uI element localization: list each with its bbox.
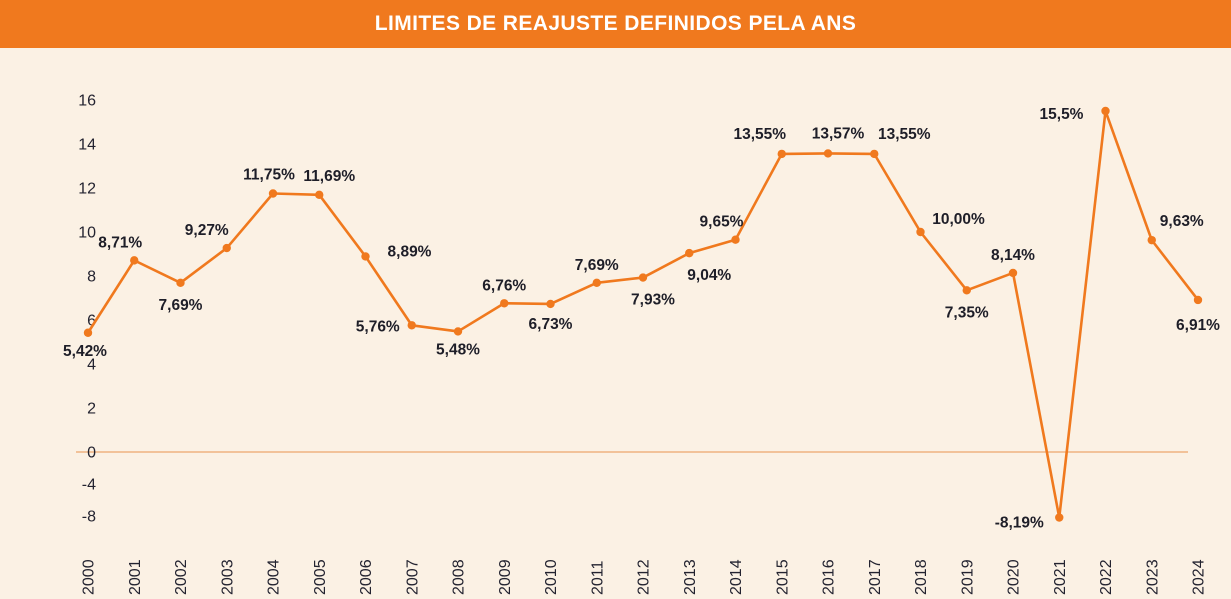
x-axis-tick-label: 2008 <box>451 559 468 595</box>
data-point <box>453 327 463 336</box>
data-label: 11,75% <box>243 167 295 184</box>
x-axis-tick-label: 2010 <box>543 559 560 595</box>
ans-reajuste-line-chart: 16 14 12 10 8 6 4 2 0 -4 -8 5,42% 2000 8,71% 2001 7,69%… <box>63 93 1220 596</box>
data-point <box>823 149 833 158</box>
data-label: 13,57% <box>812 125 865 142</box>
data-point <box>1101 106 1110 116</box>
x-axis-tick-label: 2002 <box>173 559 190 595</box>
data-label: -8,19% <box>995 515 1044 532</box>
data-point <box>777 149 786 159</box>
x-axis-tick-label: 2013 <box>682 559 699 595</box>
data-point <box>500 299 509 308</box>
data-label: 13,55% <box>878 126 931 143</box>
y-axis-tick-label: 4 <box>87 357 96 374</box>
data-label: 15,5% <box>1040 106 1084 123</box>
data-point <box>315 190 324 200</box>
x-axis-tick-label: 2001 <box>127 559 144 595</box>
data-point <box>176 278 185 288</box>
data-point <box>83 328 93 337</box>
data-label: 6,73% <box>529 316 573 333</box>
data-point <box>870 149 879 159</box>
data-point <box>222 243 231 253</box>
x-axis-tick-label: 2009 <box>497 559 514 595</box>
data-label: 7,69% <box>575 257 619 274</box>
x-axis-tick-label: 2017 <box>867 559 884 595</box>
data-point <box>1055 513 1064 522</box>
y-axis-tick-label: 0 <box>87 445 96 462</box>
x-axis-tick-label: 2015 <box>774 559 791 595</box>
x-axis-tick-label: 2018 <box>913 559 930 595</box>
x-axis-tick-label: 2014 <box>728 559 745 595</box>
data-label: 9,27% <box>185 222 229 239</box>
data-point <box>130 256 139 265</box>
data-label: 7,69% <box>159 297 203 314</box>
y-axis-tick-label: 2 <box>87 401 96 418</box>
x-axis-tick-label: 2000 <box>81 559 98 595</box>
x-axis-tick-label: 2004 <box>266 559 283 595</box>
y-axis-tick-label: 10 <box>78 225 96 242</box>
data-label: 11,69% <box>303 168 355 185</box>
data-point <box>546 299 555 309</box>
data-label: 9,04% <box>687 267 731 284</box>
chart-title: LIMITES DE REAJUSTE DEFINIDOS PELA ANS <box>374 12 857 35</box>
data-point <box>1147 235 1156 245</box>
data-point <box>361 252 370 261</box>
data-point <box>685 248 694 258</box>
data-label: 5,48% <box>436 341 480 358</box>
y-axis-tick-label: 6 <box>87 313 96 330</box>
data-point <box>407 321 416 330</box>
x-axis-tick-label: 2012 <box>636 559 653 595</box>
y-axis-tick-label: -8 <box>82 509 96 526</box>
x-axis-tick-label: 2023 <box>1144 559 1161 595</box>
y-axis-tick-label: -4 <box>82 477 96 494</box>
data-label: 8,89% <box>388 243 432 260</box>
data-label: 13,55% <box>733 126 786 143</box>
y-axis-tick-label: 16 <box>78 93 96 110</box>
x-axis-tick-label: 2005 <box>312 559 329 595</box>
chart-area: 16 14 12 10 8 6 4 2 0 -4 -8 5,42% 2000 8,71% 2001 7,69%… <box>0 48 1231 599</box>
data-label: 6,91% <box>1176 317 1220 334</box>
data-label: 9,63% <box>1160 213 1204 230</box>
y-axis-tick-label: 14 <box>78 137 96 154</box>
data-label: 5,76% <box>356 318 400 335</box>
data-point <box>731 235 740 244</box>
chart-header: LIMITES DE REAJUSTE DEFINIDOS PELA ANS <box>0 0 1231 48</box>
data-label: 7,35% <box>945 304 989 321</box>
data-point <box>268 189 278 198</box>
x-axis-tick-label: 2019 <box>959 559 976 595</box>
y-axis-tick-label: 8 <box>87 269 96 286</box>
data-point <box>1008 268 1018 278</box>
data-label: 7,93% <box>631 292 675 309</box>
data-label: 10,00% <box>932 211 985 228</box>
data-point <box>638 273 648 282</box>
x-axis-tick-label: 2022 <box>1098 559 1115 595</box>
data-label: 8,71% <box>98 234 142 251</box>
x-axis-tick-label: 2021 <box>1052 559 1069 595</box>
x-axis-tick-label: 2011 <box>589 560 606 595</box>
data-label: 6,76% <box>482 277 526 294</box>
y-axis-tick-label: 12 <box>78 181 96 198</box>
data-label: 9,65% <box>700 214 744 231</box>
data-point <box>962 286 971 295</box>
data-point <box>592 278 601 288</box>
x-axis-tick-label: 2016 <box>821 559 838 595</box>
x-axis-tick-label: 2006 <box>358 559 375 595</box>
data-point <box>1193 295 1203 305</box>
x-axis-tick-label: 2024 <box>1191 559 1208 595</box>
data-label: 8,14% <box>991 247 1035 264</box>
data-point <box>916 227 925 237</box>
x-axis-tick-label: 2020 <box>1006 559 1023 595</box>
x-axis-tick-label: 2007 <box>404 559 421 595</box>
data-label: 5,42% <box>63 343 107 360</box>
x-axis-tick-label: 2003 <box>219 559 236 595</box>
